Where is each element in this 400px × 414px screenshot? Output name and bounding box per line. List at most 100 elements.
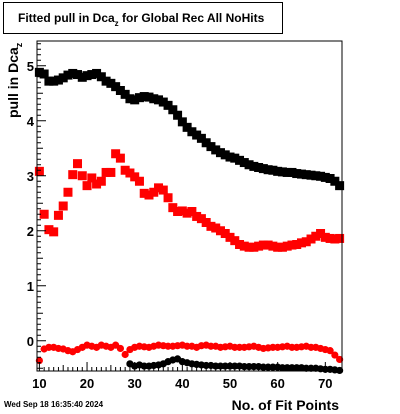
data-point-series-1 <box>125 94 135 104</box>
data-point-series-1 <box>53 75 63 85</box>
data-point-series-2 <box>273 242 283 252</box>
x-axis-title: No. of Fit Points <box>232 397 340 413</box>
data-point-series-1 <box>273 166 283 176</box>
data-point-series-2 <box>287 240 297 250</box>
data-point-series-2 <box>311 231 321 241</box>
data-point-series-1 <box>239 158 249 168</box>
data-point-series-2 <box>149 187 159 197</box>
data-point-series-1 <box>220 150 230 160</box>
data-point-series-1 <box>263 165 273 175</box>
axis-ticks <box>37 43 341 371</box>
data-point-series-1 <box>206 142 216 152</box>
data-point-series-1 <box>177 117 187 127</box>
data-point-series-1 <box>296 169 306 179</box>
data-point-series-1 <box>106 78 116 88</box>
data-point-series-2 <box>144 190 154 200</box>
data-point-series-2 <box>63 187 73 197</box>
data-point-series-2 <box>106 167 116 177</box>
data-point-series-2 <box>173 207 183 216</box>
x-tick-label: 30 <box>127 376 141 391</box>
x-tick-label: 40 <box>175 376 189 391</box>
data-point-series-1 <box>82 71 92 81</box>
y-axis-title-sub: z <box>14 42 24 47</box>
data-point-series-1 <box>211 145 221 155</box>
data-point-series-2 <box>296 238 306 248</box>
data-point-series-2 <box>230 236 240 246</box>
y-tick-label: 5 <box>27 59 34 74</box>
data-point-series-2 <box>187 207 197 216</box>
data-point-series-2 <box>111 149 121 159</box>
data-point-series-1 <box>244 160 254 170</box>
data-point-series-1 <box>163 100 173 110</box>
y-tick-label: 3 <box>27 169 34 184</box>
axis-tick-labels: 10 20 30 40 50 60 70 0 1 2 3 4 5 <box>27 59 333 391</box>
data-point-series-3 <box>121 350 129 359</box>
data-point-series-2 <box>130 172 140 182</box>
data-point-series-1 <box>187 127 197 137</box>
data-point-series-2 <box>158 185 168 195</box>
data-point-series-2 <box>292 240 302 249</box>
data-point-series-3 <box>331 351 339 359</box>
data-point-series-1 <box>134 93 144 103</box>
data-point-series-2 <box>206 221 216 231</box>
chart-title: Fitted pull in Dcaz for Global Rec All N… <box>18 11 265 28</box>
data-point-series-1 <box>149 94 159 104</box>
data-point-series-3 <box>336 355 344 364</box>
data-point-series-3 <box>116 344 124 353</box>
data-point-series-2 <box>277 242 287 252</box>
plot-frame <box>36 40 343 372</box>
data-point-series-2 <box>77 171 87 181</box>
data-point-series-1 <box>96 72 106 82</box>
data-point-series-2 <box>249 242 259 252</box>
data-point-series-1 <box>173 110 183 120</box>
data-point-series-1 <box>249 161 259 171</box>
data-point-series-2 <box>196 214 206 224</box>
data-point-series-2 <box>330 234 340 244</box>
data-point-series-2 <box>211 223 221 233</box>
data-point-series-1 <box>101 76 111 86</box>
data-point-series-1 <box>311 171 321 181</box>
x-tick-label: 50 <box>223 376 237 391</box>
data-point-series-1 <box>130 95 140 105</box>
data-point-series-2 <box>335 233 345 243</box>
data-point-series-1 <box>335 181 345 191</box>
data-point-series-1 <box>182 122 192 132</box>
data-point-series-1 <box>258 164 268 174</box>
data-point-series-2 <box>282 241 292 251</box>
data-point-series-1 <box>58 73 68 83</box>
chart-markers <box>34 67 345 375</box>
data-point-series-1 <box>301 170 311 180</box>
data-point-series-1 <box>73 70 83 80</box>
data-point-series-1 <box>115 86 125 95</box>
x-tick-label: 10 <box>32 376 46 391</box>
data-point-series-1 <box>139 92 149 102</box>
data-point-series-2 <box>254 241 264 251</box>
data-point-series-2 <box>225 232 235 242</box>
data-point-series-2 <box>58 201 68 211</box>
data-point-series-2 <box>139 188 149 198</box>
data-point-series-2 <box>177 206 187 216</box>
data-point-series-2 <box>320 232 330 242</box>
data-point-series-1 <box>320 172 330 182</box>
data-point-series-2 <box>115 153 125 163</box>
data-point-series-2 <box>53 210 63 220</box>
data-point-series-2 <box>325 233 335 243</box>
data-point-series-2 <box>201 218 211 227</box>
data-point-series-2 <box>244 242 254 252</box>
data-point-series-2 <box>239 241 249 251</box>
data-point-series-2 <box>49 227 59 237</box>
data-point-series-2 <box>92 179 102 189</box>
data-point-series-2 <box>68 170 78 180</box>
data-point-series-1 <box>168 105 178 115</box>
data-point-series-2 <box>192 211 202 221</box>
data-point-series-1 <box>87 70 97 80</box>
data-point-series-2 <box>101 167 111 177</box>
data-point-series-2 <box>34 166 44 176</box>
y-axis-title: pull in Dcaz <box>5 42 24 118</box>
data-point-series-2 <box>87 173 97 183</box>
data-point-series-1 <box>120 89 130 99</box>
data-point-series-2 <box>125 168 135 178</box>
data-point-series-2 <box>263 240 273 250</box>
data-point-series-1 <box>254 163 264 172</box>
data-point-series-1 <box>316 171 326 181</box>
